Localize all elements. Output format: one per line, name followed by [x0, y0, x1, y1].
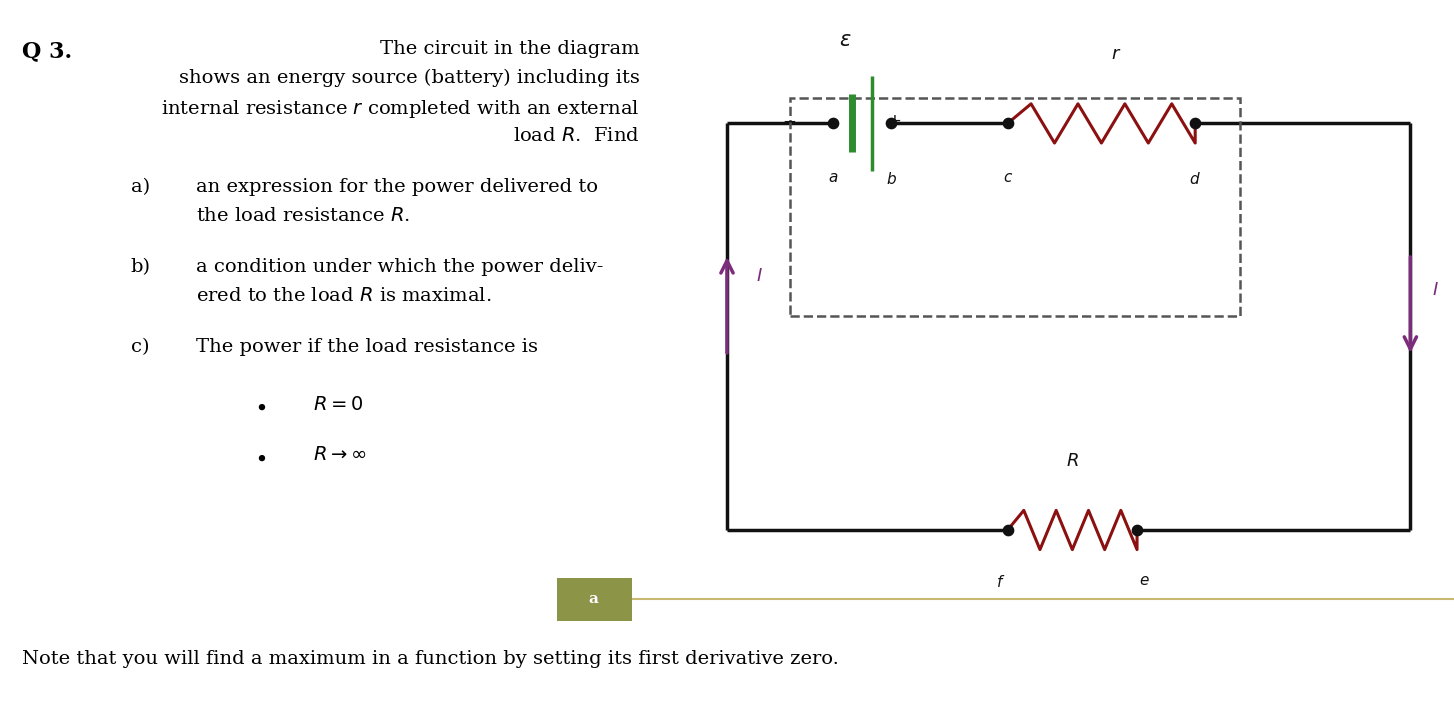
Text: $c$: $c$: [1003, 171, 1012, 184]
Text: internal resistance $r$ completed with an external: internal resistance $r$ completed with a…: [161, 98, 640, 120]
Text: The circuit in the diagram: The circuit in the diagram: [379, 40, 640, 58]
Text: $d$: $d$: [1189, 171, 1201, 187]
Text: $I$: $I$: [756, 267, 763, 285]
Text: $R = 0$: $R = 0$: [313, 396, 364, 414]
FancyBboxPatch shape: [557, 578, 632, 621]
Text: the load resistance $R$.: the load resistance $R$.: [196, 207, 410, 225]
Text: a: a: [589, 592, 598, 606]
Text: load $R$.  Find: load $R$. Find: [513, 127, 640, 145]
Text: $b$: $b$: [885, 171, 897, 187]
Text: $e$: $e$: [1138, 574, 1150, 587]
Point: [1184, 118, 1207, 129]
Point: [822, 118, 845, 129]
Text: $r$: $r$: [1111, 46, 1121, 63]
Text: Note that you will find a maximum in a function by setting its first derivative : Note that you will find a maximum in a f…: [22, 650, 839, 668]
Text: $\bullet$: $\bullet$: [254, 396, 266, 417]
Text: $I$: $I$: [1432, 282, 1439, 299]
Point: [880, 118, 903, 129]
Point: [996, 524, 1019, 536]
Text: c): c): [131, 338, 150, 356]
Text: a): a): [131, 178, 150, 196]
Text: $f$: $f$: [996, 574, 1005, 590]
Text: $+$: $+$: [887, 112, 901, 129]
Text: $a$: $a$: [827, 171, 839, 184]
Text: $\bullet$: $\bullet$: [254, 446, 266, 468]
Point: [996, 118, 1019, 129]
Text: The power if the load resistance is: The power if the load resistance is: [196, 338, 538, 356]
Text: Q 3.: Q 3.: [22, 40, 71, 62]
Text: a condition under which the power deliv-: a condition under which the power deliv-: [196, 258, 603, 276]
Text: $R$: $R$: [1066, 452, 1079, 470]
Text: shows an energy source (battery) including its: shows an energy source (battery) includi…: [179, 69, 640, 87]
Text: $R \rightarrow \infty$: $R \rightarrow \infty$: [313, 446, 366, 465]
Point: [1125, 524, 1149, 536]
Text: an expression for the power delivered to: an expression for the power delivered to: [196, 178, 598, 196]
Text: $-$: $-$: [782, 112, 797, 129]
Text: ered to the load $R$ is maximal.: ered to the load $R$ is maximal.: [196, 287, 491, 305]
Text: b): b): [131, 258, 151, 276]
Text: $\varepsilon$: $\varepsilon$: [839, 30, 851, 50]
